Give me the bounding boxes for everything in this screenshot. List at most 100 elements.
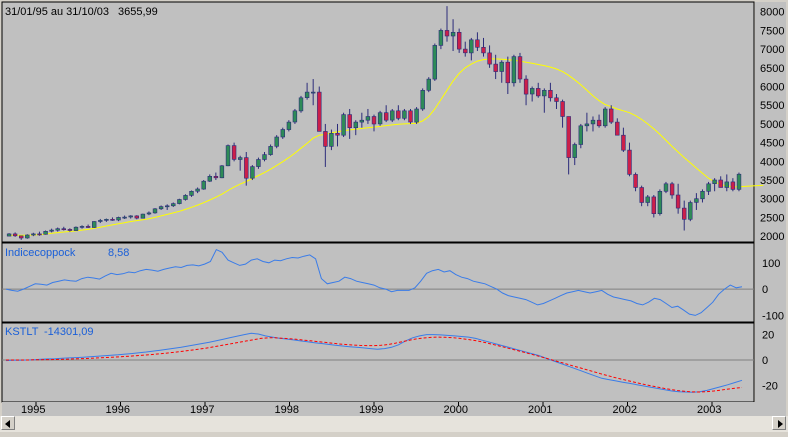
candle-up	[92, 221, 97, 228]
candle-up	[286, 121, 292, 130]
candle-up	[688, 202, 693, 220]
candle-up	[572, 144, 577, 158]
horizontal-scrollbar[interactable]	[0, 416, 788, 432]
candle-down	[669, 183, 675, 196]
candle-up	[402, 110, 407, 119]
candle-down	[639, 187, 644, 203]
candle-down	[487, 52, 492, 65]
candle-up	[365, 116, 371, 121]
candle-down	[615, 121, 620, 136]
scroll-left-button[interactable]	[1, 416, 15, 430]
candle-up	[189, 191, 194, 196]
candle-down	[608, 108, 614, 123]
candle-down	[493, 63, 498, 72]
candle-down	[621, 134, 626, 151]
candle-up	[219, 165, 225, 179]
candle-up	[79, 226, 85, 228]
candle-up	[250, 166, 255, 179]
scroll-right-button[interactable]	[772, 416, 786, 430]
candle-down	[347, 114, 352, 128]
price-series-group	[6, 6, 764, 240]
candle-down	[444, 30, 450, 37]
kst-main-line	[5, 332, 743, 393]
x-tick-label: 2003	[697, 404, 721, 416]
candle-up	[645, 196, 650, 203]
candle-down	[323, 131, 328, 147]
candle-down	[566, 116, 571, 158]
y-tick-label: 4500	[760, 138, 784, 150]
candle-up	[122, 216, 127, 219]
kst-signal-line	[6, 336, 743, 393]
candle-down	[134, 215, 139, 219]
y-axis-ticks: 8000 7500 7000 6500 6000 5500 5000 4500 4000 3500…	[760, 7, 784, 393]
candle-up	[700, 191, 705, 200]
candle-up	[292, 110, 298, 123]
coppock-panel[interactable]	[1, 242, 755, 323]
candle-up	[359, 119, 364, 123]
candle-up	[104, 219, 109, 221]
candle-up	[256, 159, 261, 167]
candle-up	[712, 179, 717, 185]
candle-down	[110, 219, 115, 221]
candle-down	[85, 226, 91, 228]
y-tick-label: 4000	[760, 156, 784, 168]
candle-up	[262, 154, 267, 160]
x-tick-label: 1997	[190, 404, 214, 416]
candle-up	[426, 78, 431, 91]
kst-y-tick-label: 0	[762, 355, 768, 367]
candle-up	[238, 157, 243, 160]
candle-up	[511, 56, 517, 84]
candle-down	[61, 228, 67, 230]
y-tick-label: 6000	[760, 82, 784, 94]
candle-up	[25, 234, 30, 239]
y-tick-label: 7500	[760, 25, 784, 37]
candle-up	[377, 112, 383, 125]
candle-down	[231, 145, 237, 160]
x-tick-label: 2000	[444, 404, 468, 416]
candle-up	[663, 183, 669, 192]
candle-down	[718, 179, 723, 188]
x-tick-label: 1998	[275, 404, 299, 416]
candle-up	[6, 233, 12, 237]
y-axis-strip	[755, 2, 786, 402]
candle-up	[225, 145, 231, 167]
kst-y-tick-label: -20	[762, 380, 778, 392]
candle-up	[602, 108, 608, 127]
candle-up	[529, 88, 535, 95]
candle-up	[98, 220, 103, 222]
candle-up	[584, 123, 590, 127]
x-tick-label: 1999	[359, 404, 383, 416]
candle-down	[675, 194, 681, 209]
y-tick-label: 5000	[760, 119, 784, 131]
candle-down	[371, 116, 377, 125]
candle-up	[43, 231, 48, 235]
candle-up	[177, 199, 182, 204]
candle-down	[396, 110, 401, 119]
candle-up	[73, 226, 79, 231]
kst-series-group	[2, 332, 754, 393]
candle-up	[116, 217, 121, 221]
candle-down	[463, 48, 468, 54]
candle-up	[171, 203, 176, 207]
candle-up	[736, 173, 742, 190]
candle-down	[523, 78, 529, 95]
candle-down	[681, 207, 687, 220]
candle-up	[195, 188, 200, 192]
x-tick-label: 1996	[106, 404, 130, 416]
candle-up	[183, 195, 188, 200]
last-value-label: 3655,99	[118, 6, 158, 18]
kst-panel[interactable]	[1, 322, 755, 403]
candle-up	[724, 181, 730, 188]
candle-up	[280, 129, 285, 138]
moving-average-line	[8, 58, 764, 236]
x-axis-ticks: 1995 1996 1997 1998 1999 2000 2001 2002 2003	[21, 402, 721, 416]
candle-up	[432, 45, 437, 80]
coppock-value-label: 8,58	[108, 247, 129, 259]
candle-up	[329, 133, 334, 147]
x-tick-label: 1995	[21, 404, 45, 416]
coppock-main-line	[5, 248, 743, 316]
candle-down	[244, 157, 249, 179]
arrow-right-icon	[778, 420, 783, 428]
candle-up	[657, 191, 663, 215]
